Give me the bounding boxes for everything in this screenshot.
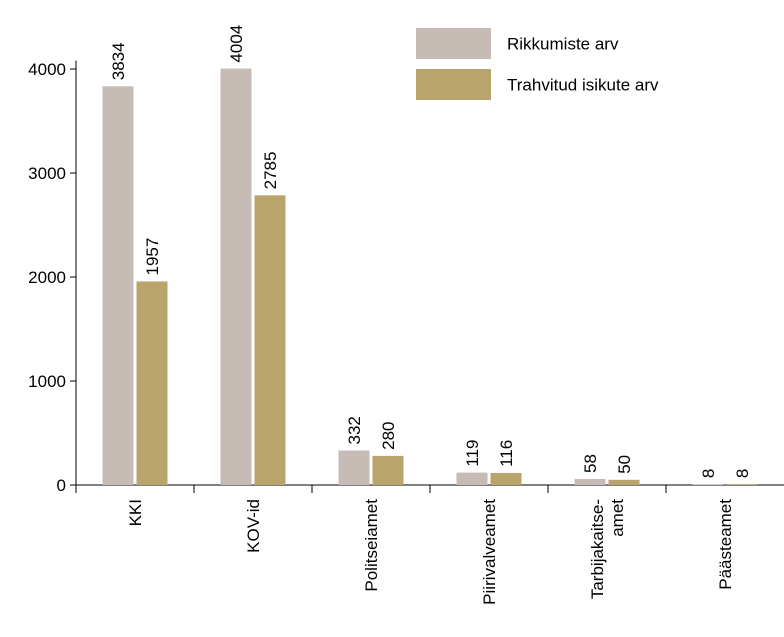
y-tick-label: 1000 [28,372,66,391]
bars [102,68,758,486]
data-label: 50 [615,455,634,474]
bar-trahvitud [136,281,168,485]
data-label: 280 [379,422,398,450]
category-label: KOV-id [244,499,263,553]
bar-rikkumiste [102,86,134,485]
y-tick-label: 3000 [28,164,66,183]
bar-rikkumiste [456,472,488,485]
data-label: 8 [699,469,718,478]
legend-swatch [416,28,491,59]
bar-trahvitud [726,484,758,485]
bar-rikkumiste [338,450,370,485]
y-tick-label: 4000 [28,60,66,79]
data-label: 2785 [261,152,280,190]
x-axis [75,484,784,493]
legend-swatch [416,69,491,100]
legend-label: Trahvitud isikute arv [507,76,659,95]
data-label: 58 [581,454,600,473]
category-label: Tarbijakaitse- [588,499,607,599]
legend: Rikkumiste arv Trahvitud isikute arv [416,28,659,100]
y-tick-label: 2000 [28,268,66,287]
category-label: Politseiamet [362,499,381,592]
data-label: 8 [733,469,752,478]
data-label: 3834 [109,42,128,80]
data-label: 116 [497,440,516,467]
bar-rikkumiste [220,68,252,486]
category-label: amet [608,499,627,537]
data-label: 4004 [227,25,246,63]
data-label: 332 [345,416,364,444]
category-label: KKI [126,499,145,526]
data-label: 1957 [143,238,162,276]
y-tick-label: 0 [57,476,66,495]
y-axis: 0 1000 2000 3000 4000 [28,60,77,495]
value-labels: 3834 1957 4004 2785 332 280 119 116 58 50 8 8 [109,25,752,478]
bar-trahvitud [372,455,404,485]
bar-rikkumiste [692,484,724,485]
bar-trahvitud [490,472,522,485]
bar-rikkumiste [574,478,606,485]
category-label: Piirivalveamet [480,499,499,605]
legend-label: Rikkumiste arv [507,35,619,54]
category-labels: KKI KOV-id Politseiamet Piirivalveamet Tarbi… [126,499,735,605]
bar-trahvitud [608,479,640,485]
category-label: Päästeamet [716,499,735,590]
bar-trahvitud [254,195,286,486]
data-label: 119 [463,440,482,467]
